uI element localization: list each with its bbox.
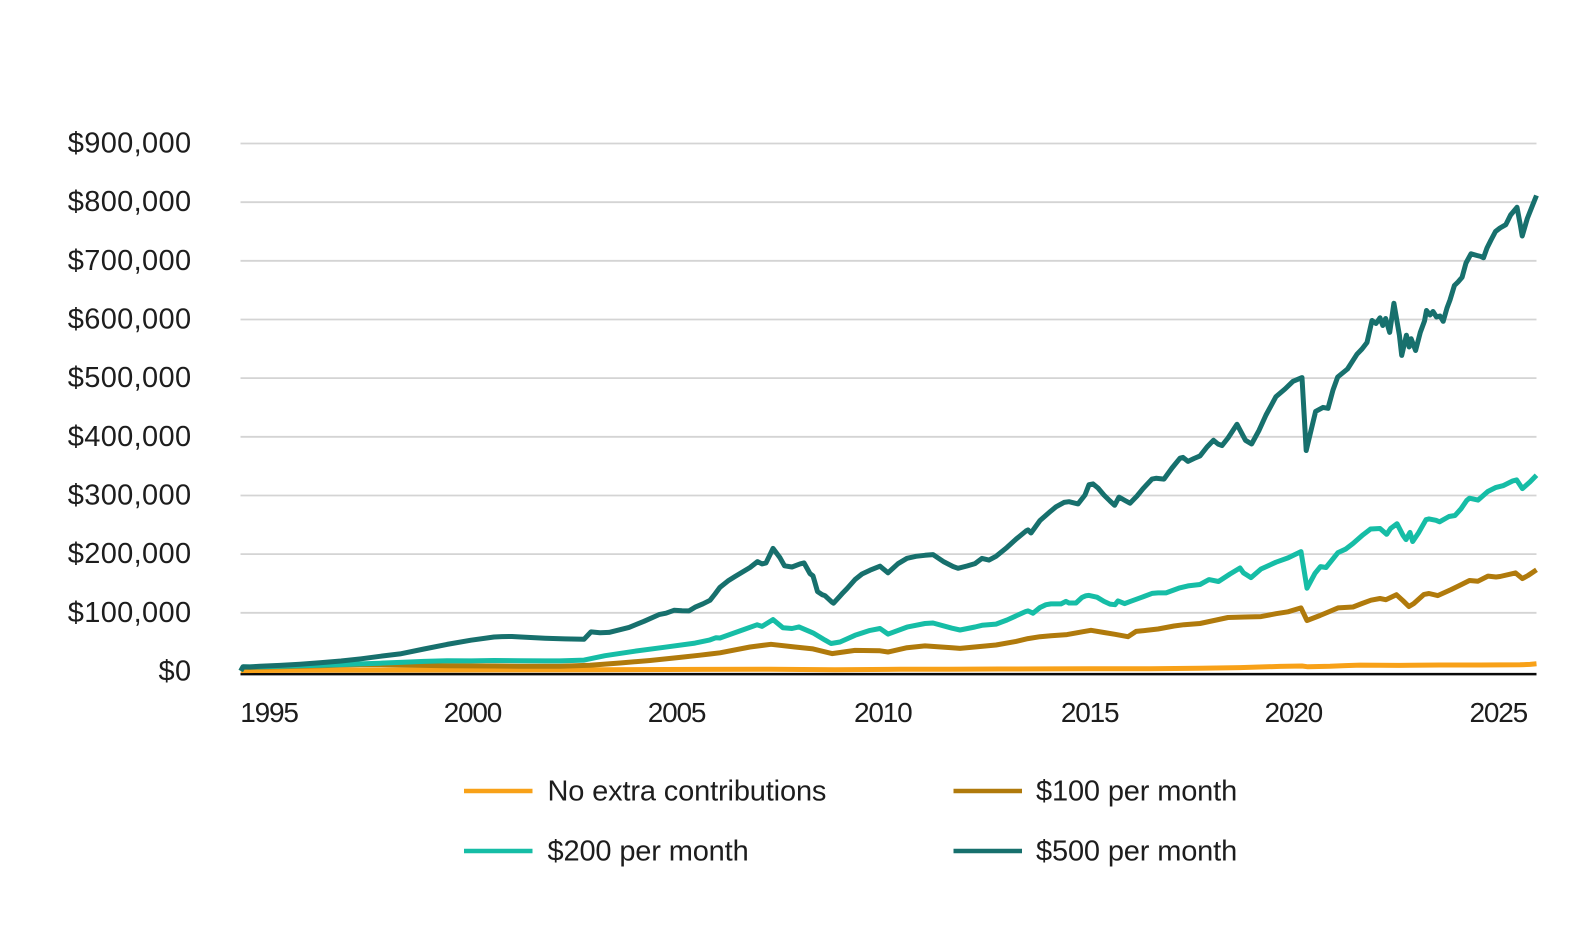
svg-text:No extra contributions: No extra contributions xyxy=(548,775,827,807)
svg-text:$700,000: $700,000 xyxy=(68,245,192,277)
svg-text:1995: 1995 xyxy=(240,697,298,728)
svg-text:$400,000: $400,000 xyxy=(68,421,192,453)
svg-text:$900,000: $900,000 xyxy=(68,128,192,160)
svg-text:2025: 2025 xyxy=(1470,697,1528,728)
svg-text:2015: 2015 xyxy=(1061,697,1119,728)
svg-text:$300,000: $300,000 xyxy=(68,480,192,512)
svg-text:2000: 2000 xyxy=(444,697,502,728)
svg-text:$600,000: $600,000 xyxy=(68,304,192,336)
svg-text:$200 per month: $200 per month xyxy=(548,835,749,867)
svg-text:2010: 2010 xyxy=(854,697,912,728)
svg-text:$500,000: $500,000 xyxy=(68,362,192,394)
svg-text:$100,000: $100,000 xyxy=(68,597,192,629)
svg-text:$200,000: $200,000 xyxy=(68,538,192,570)
svg-text:2005: 2005 xyxy=(648,697,706,728)
svg-text:$100 per month: $100 per month xyxy=(1036,775,1237,807)
svg-text:$0: $0 xyxy=(159,655,192,687)
svg-text:$800,000: $800,000 xyxy=(68,186,192,218)
svg-text:2020: 2020 xyxy=(1265,697,1323,728)
svg-text:$500 per month: $500 per month xyxy=(1036,835,1237,867)
